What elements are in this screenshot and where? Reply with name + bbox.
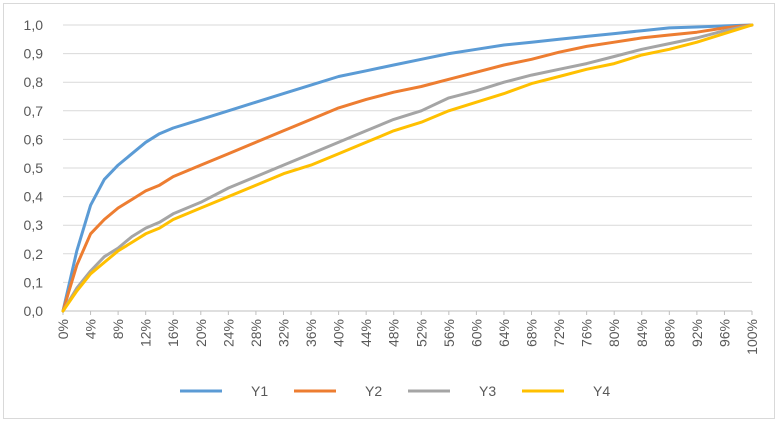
x-tick-label: 80% (606, 319, 622, 347)
y-tick-label: 0,2 (24, 246, 44, 262)
x-tick-label: 64% (496, 319, 512, 347)
chart-frame (3, 3, 775, 419)
y-tick-label: 0,4 (24, 189, 44, 205)
x-axis-ticks: 0% 4% 8% 12% 16% 20% 24% 28% 32% 36% 40% 44% 48% 52% 5… (55, 311, 760, 355)
series-line-y2 (61, 23, 754, 313)
series-line-y3 (61, 23, 754, 313)
y-tick-label: 0,9 (24, 46, 44, 62)
x-tick-label: 36% (303, 319, 319, 347)
series-line-y1 (61, 23, 754, 313)
x-tick-label: 32% (275, 319, 291, 347)
x-tick-label: 16% (165, 319, 181, 347)
legend-label-y1: Y1 (251, 383, 268, 399)
y-tick-label: 0,1 (24, 274, 44, 290)
x-tick-label: 48% (386, 319, 402, 347)
legend-label-y4: Y4 (593, 383, 610, 399)
legend: Y1 Y2 Y3 Y4 (180, 383, 610, 399)
x-tick-label: 72% (551, 319, 567, 347)
x-tick-label: 84% (634, 319, 650, 347)
x-tick-label: 28% (248, 319, 264, 347)
y-axis-ticks: 0,0 0,1 0,2 0,3 0,4 0,5 0,6 0,7 0,8 0,9 1,0 (24, 17, 44, 319)
x-tick-label: 12% (138, 319, 154, 347)
x-tick-label: 4% (83, 319, 99, 339)
y-tick-label: 0,5 (24, 160, 44, 176)
y-tick-label: 0,6 (24, 131, 44, 147)
x-tick-label: 60% (468, 319, 484, 347)
x-tick-label: 20% (193, 319, 209, 347)
x-tick-label: 0% (55, 319, 71, 339)
x-tick-label: 100% (744, 319, 760, 355)
y-tick-label: 0,3 (24, 217, 44, 233)
x-tick-label: 8% (110, 319, 126, 339)
y-tick-label: 1,0 (24, 17, 44, 33)
x-tick-label: 68% (524, 319, 540, 347)
series-lines (61, 23, 754, 313)
y-tick-label: 0,0 (24, 303, 44, 319)
x-tick-label: 40% (331, 319, 347, 347)
x-tick-label: 76% (579, 319, 595, 347)
x-tick-label: 24% (220, 319, 236, 347)
y-tick-label: 0,8 (24, 74, 44, 90)
grid-lines (63, 24, 752, 312)
x-tick-label: 88% (661, 319, 677, 347)
legend-label-y2: Y2 (365, 383, 382, 399)
x-tick-label: 44% (358, 319, 374, 347)
x-tick-label: 92% (689, 319, 705, 347)
legend-label-y3: Y3 (479, 383, 496, 399)
x-tick-label: 52% (413, 319, 429, 347)
x-tick-label: 56% (441, 319, 457, 347)
series-line-y4 (61, 23, 754, 313)
x-tick-label: 96% (716, 319, 732, 347)
y-tick-label: 0,7 (24, 103, 44, 119)
